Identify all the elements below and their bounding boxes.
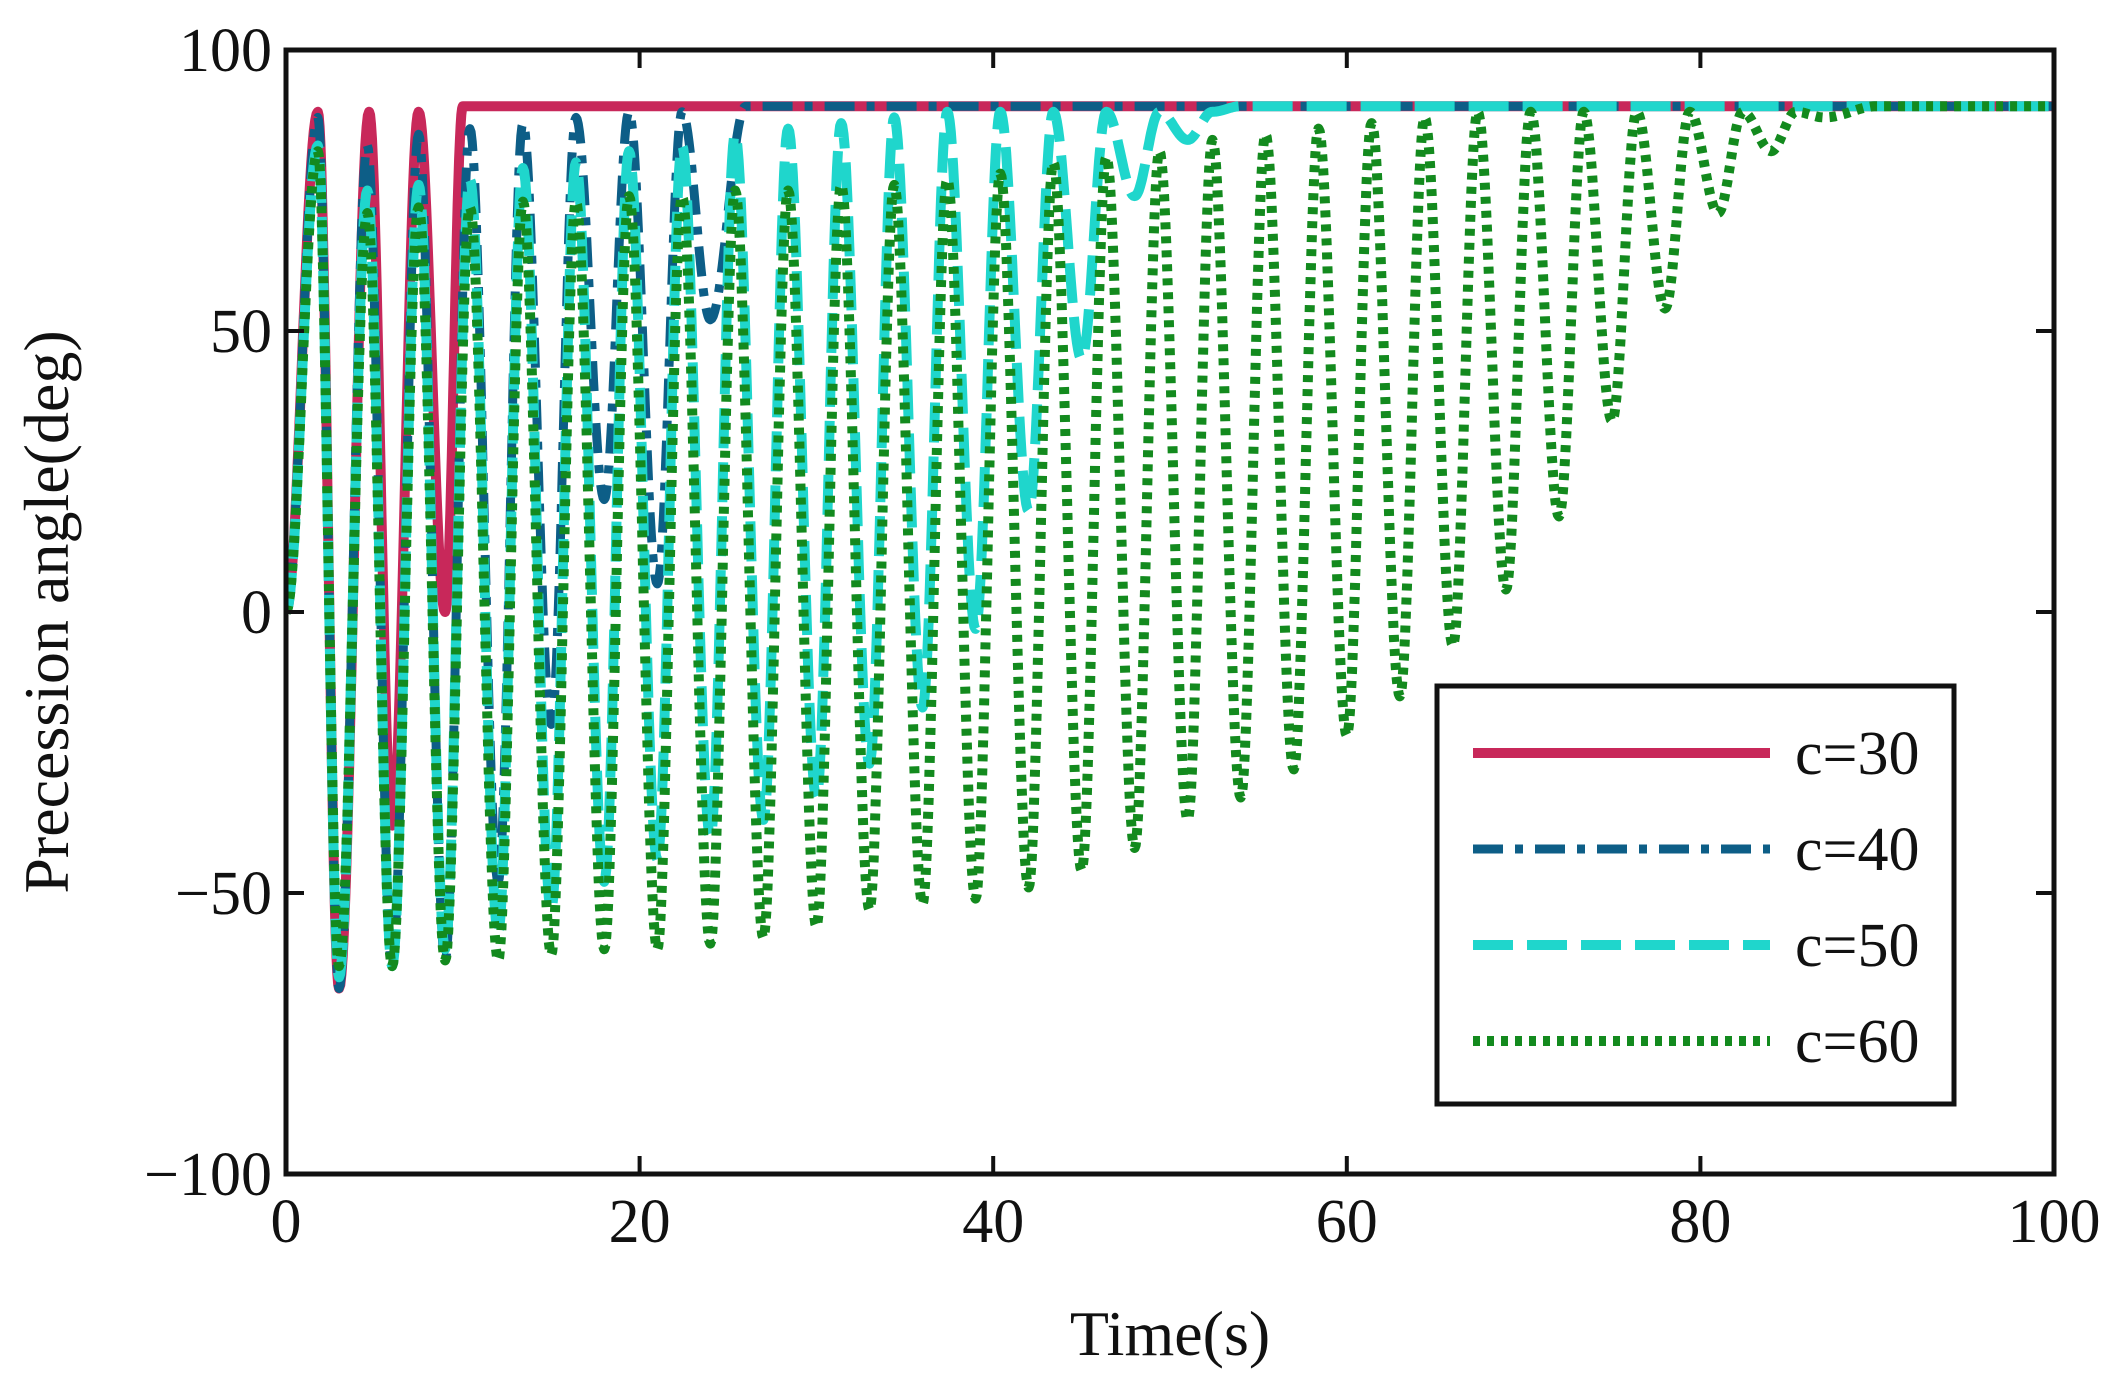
y-tick-label: −50 [175,860,272,928]
y-tick-label: 100 [179,17,272,85]
x-tick-label: 40 [962,1188,1024,1256]
y-tick-label: 0 [241,579,272,647]
y-axis-label: Precession angle(deg) [11,330,82,893]
legend-label: c=30 [1795,720,1919,788]
x-tick-label: 20 [609,1188,671,1256]
x-tick-label: 0 [271,1188,302,1256]
legend-label: c=40 [1795,816,1919,884]
tick-layer: 0 20 40 60 80 100 −100 −50 0 50 100 [144,17,2100,1256]
x-tick-label: 60 [1316,1188,1378,1256]
legend: c=30 c=40 c=50 c=60 [1434,683,1957,1107]
legend-label: c=60 [1795,1008,1919,1076]
x-tick-label: 100 [2008,1188,2101,1256]
x-axis-label: Time(s) [1070,1298,1270,1369]
x-tick-label: 80 [1669,1188,1731,1256]
series-line-c-50 [286,101,2054,983]
y-tick-label: −100 [144,1141,272,1209]
legend-label: c=50 [1795,912,1919,980]
series-line-c-40 [286,101,2054,993]
series-layer [286,101,2054,994]
y-tick-label: 50 [210,298,272,366]
